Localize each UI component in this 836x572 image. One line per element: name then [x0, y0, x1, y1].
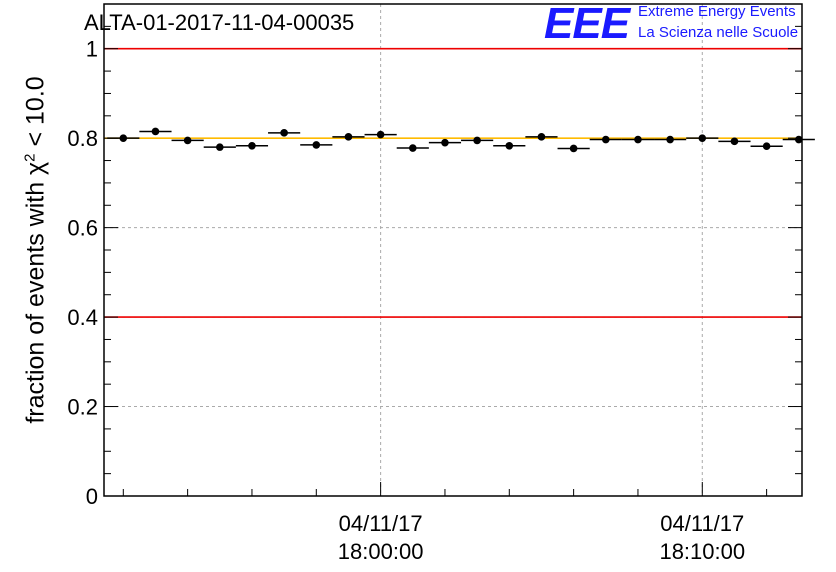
data-point [312, 141, 321, 149]
data-point [344, 133, 353, 141]
x-tick-label: 04/11/17 [660, 511, 744, 536]
chart-title: ALTA-01-2017-11-04-00035 [84, 10, 355, 35]
logo-line-2: La Scienza nelle Scuole [638, 24, 799, 41]
data-point [119, 134, 128, 142]
data-point [698, 134, 707, 142]
x-tick-label: 18:00:00 [338, 539, 424, 564]
data-point [666, 135, 674, 144]
data-point [408, 144, 417, 152]
y-axis-label-exponent: 2 [21, 153, 39, 162]
y-tick-labels: 0 0.2 0.4 0.6 0.8 1 [67, 37, 98, 509]
data-point [376, 130, 385, 139]
y-tick-label: 0.8 [67, 126, 98, 151]
y-tick-label: 0.2 [67, 395, 98, 420]
y-axis-label-prefix: fraction of events with [21, 174, 50, 424]
data-point [215, 143, 224, 151]
logo-line-1: Extreme Energy Events [638, 3, 796, 20]
eee-logo: EEE [544, 0, 630, 48]
data-point [762, 142, 771, 151]
y-axis-label: fraction of events with χ2 < 10.0 [21, 76, 50, 423]
data-point [473, 136, 481, 145]
data-point [248, 141, 256, 150]
data-points [107, 127, 815, 153]
y-tick-label: 0.4 [67, 305, 98, 330]
x-tick-label: 04/11/17 [339, 511, 423, 536]
y-axis-label-symbol: χ [21, 161, 50, 175]
axis-ticks [104, 3, 802, 497]
data-point [151, 127, 160, 136]
data-point [634, 135, 642, 144]
data-point [183, 136, 192, 145]
data-point [569, 144, 578, 153]
data-point [441, 138, 449, 147]
grid [104, 4, 802, 496]
y-axis-label-suffix: < 10.0 [21, 76, 50, 154]
y-tick-label: 0.6 [67, 216, 98, 241]
data-point [280, 129, 288, 137]
data-point [601, 135, 610, 144]
x-tick-labels: 04/11/17 18:00:00 04/11/17 18:10:00 [338, 511, 745, 564]
data-point [730, 137, 739, 146]
reference-lines [104, 47, 802, 318]
data-point [794, 135, 803, 144]
y-tick-label: 1 [86, 37, 98, 62]
data-point [505, 141, 514, 150]
y-tick-label: 0 [86, 484, 98, 509]
data-point [537, 133, 546, 141]
plot-frame [103, 3, 803, 497]
x-tick-label: 18:10:00 [659, 539, 745, 564]
